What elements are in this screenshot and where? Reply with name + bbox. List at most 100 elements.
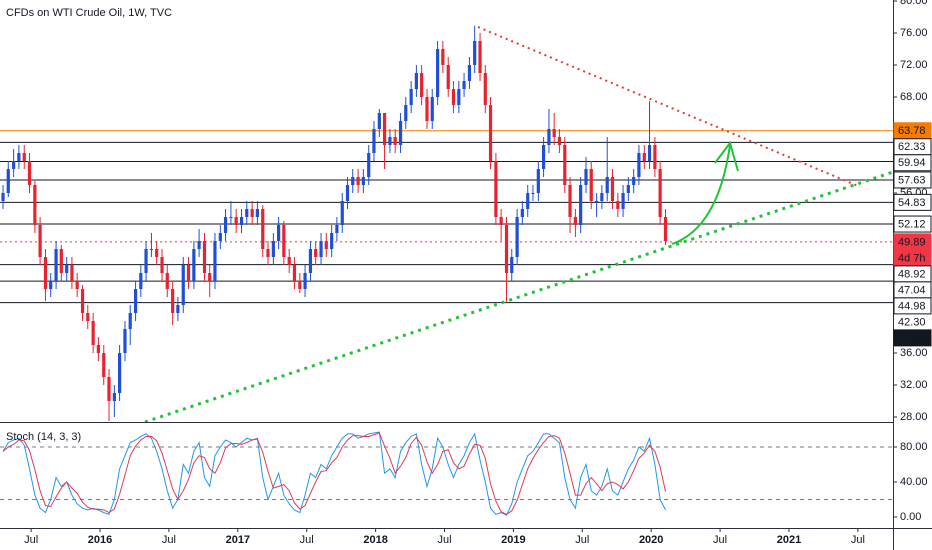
axis-overlay: 80.0076.0072.0068.0056.0036.0032.0028.00…: [24, 0, 932, 546]
candle-body: [398, 121, 403, 145]
candle-body: [54, 249, 58, 281]
stoch-y-tick-label: 80.00: [900, 441, 928, 453]
x-tick-label: 2021: [777, 534, 801, 546]
candle-body: [49, 281, 53, 289]
candle-body: [393, 137, 397, 145]
x-tick-label: 2016: [88, 534, 112, 546]
candle-body: [12, 161, 16, 169]
x-tick-label: Jul: [300, 534, 314, 546]
forecast-arrowhead: [714, 140, 739, 172]
candle-body: [245, 209, 249, 217]
candle-body: [330, 233, 334, 249]
candle-body: [351, 177, 355, 185]
candle-body: [467, 65, 472, 81]
candle-body: [520, 209, 524, 217]
candle-body: [430, 97, 434, 121]
candle-body: [287, 257, 291, 265]
candle-body: [409, 89, 413, 105]
candle-body: [239, 217, 244, 225]
candle-body: [80, 289, 85, 313]
countdown-label: 4d 7h: [898, 252, 926, 264]
candle-body: [255, 209, 259, 217]
candle-body: [59, 249, 63, 273]
forecast-arrow: [671, 144, 731, 245]
level-label: 44.98: [898, 300, 926, 312]
level-label: 57.63: [898, 174, 926, 186]
stoch-y-tick-label: 40.00: [900, 476, 928, 488]
candle-body: [637, 153, 641, 177]
x-tick-label: 2018: [363, 534, 387, 546]
candle-body: [610, 177, 615, 201]
candle-body: [642, 153, 646, 161]
candle-body: [488, 105, 493, 161]
level-label: 48.92: [898, 268, 926, 280]
level-label-box: [893, 297, 932, 315]
stoch-line: [2, 432, 666, 515]
candle-body: [133, 289, 138, 313]
candle-body: [446, 65, 450, 89]
candle-body: [144, 249, 148, 273]
support-trendline: [144, 170, 894, 424]
candle-body: [303, 273, 307, 289]
candle-body: [229, 217, 233, 218]
y-tick-label: 28.00: [900, 411, 928, 423]
candle-body: [91, 321, 95, 345]
x-tick-label: 2020: [639, 534, 663, 546]
candle-body: [181, 265, 185, 305]
candle-body: [478, 41, 482, 73]
candle-body: [234, 217, 238, 225]
candle-body: [1, 193, 5, 201]
candle-body: [123, 329, 127, 353]
level-label-box: [893, 329, 932, 347]
candle-body: [17, 153, 21, 161]
candle-body: [377, 113, 381, 129]
candle-body: [388, 137, 392, 145]
y-tick-label: 76.00: [900, 27, 928, 39]
level-label-box: [893, 154, 932, 172]
candle-body: [621, 193, 625, 209]
candle-body: [404, 105, 408, 121]
candle-body: [595, 201, 599, 202]
candle-body: [473, 41, 477, 65]
level-label: 52.12: [898, 218, 926, 230]
candle-body: [102, 353, 106, 377]
candle-body: [552, 129, 556, 137]
candle-body: [176, 305, 180, 313]
candle-body: [425, 97, 429, 121]
level-label-box: [893, 215, 932, 233]
candle-body: [139, 273, 143, 289]
candle-body: [504, 225, 509, 273]
candle-body: [420, 73, 424, 97]
candle-body: [324, 241, 328, 249]
candle-body: [282, 225, 286, 257]
candle-body: [526, 193, 530, 209]
candle-body: [6, 169, 10, 193]
candle-body: [647, 145, 652, 161]
candle-body: [22, 153, 26, 161]
level-label: 54.83: [898, 197, 926, 209]
candle-body: [557, 137, 562, 145]
candle-body: [271, 241, 275, 257]
candle-body: [160, 257, 164, 273]
candle-body: [308, 249, 313, 273]
level-label-box: [893, 193, 932, 211]
candle-body: [568, 185, 572, 217]
candle-body: [589, 169, 593, 201]
candle-body: [436, 49, 440, 97]
candle-body: [208, 273, 212, 281]
x-tick-label: Jul: [162, 534, 176, 546]
candle-body: [128, 313, 132, 329]
candle-body: [165, 273, 169, 289]
candle-body: [345, 185, 350, 201]
level-label: 59.94: [898, 157, 926, 169]
candle-body: [579, 185, 583, 225]
candle-body: [499, 217, 503, 225]
candle-body: [563, 145, 567, 185]
candle-body: [515, 217, 519, 257]
candle-body: [536, 169, 540, 193]
candle-body: [494, 161, 498, 217]
candle-body: [298, 281, 302, 289]
candle-body: [658, 169, 662, 217]
